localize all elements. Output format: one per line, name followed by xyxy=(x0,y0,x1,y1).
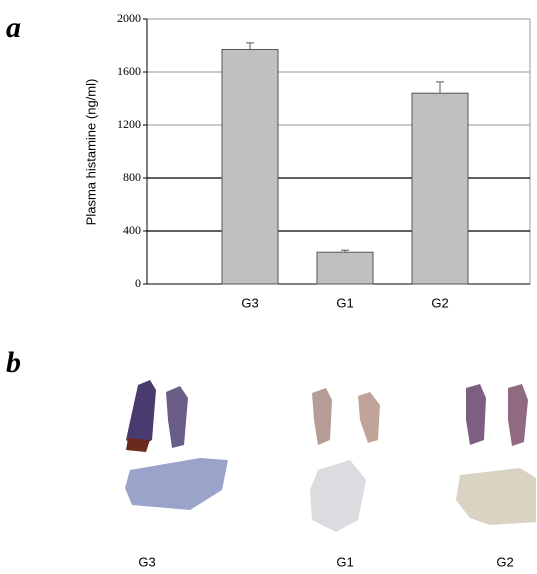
y-tick-label: 0 xyxy=(135,276,141,290)
photo-label: G2 xyxy=(496,554,513,569)
photo-label: G3 xyxy=(138,554,155,569)
bar xyxy=(412,93,468,284)
photo-g2 xyxy=(456,384,536,525)
x-tick-label: G1 xyxy=(336,295,353,310)
y-tick-label: 1600 xyxy=(117,64,141,78)
x-tick-label: G2 xyxy=(431,295,448,310)
y-tick-label: 2000 xyxy=(117,11,141,25)
x-tick-label: G3 xyxy=(241,295,258,310)
y-tick-label: 1200 xyxy=(117,117,141,131)
bar xyxy=(317,252,373,284)
y-tick-label: 400 xyxy=(123,223,141,237)
photo-g1 xyxy=(310,388,380,532)
photo-g3 xyxy=(125,380,228,510)
y-axis-label: Plasma histamine (ng/ml) xyxy=(83,79,98,226)
panel-label: b xyxy=(6,346,21,379)
y-tick-label: 800 xyxy=(123,170,141,184)
plot-frame xyxy=(147,19,530,284)
photo-label: G1 xyxy=(336,554,353,569)
panel-label: a xyxy=(6,11,21,44)
figure: a b Plasma histamine (ng/ml) 0 400 800 1200… xyxy=(0,0,537,574)
chart: a b Plasma histamine (ng/ml) 0 400 800 1200… xyxy=(0,0,537,574)
bar xyxy=(222,49,278,284)
